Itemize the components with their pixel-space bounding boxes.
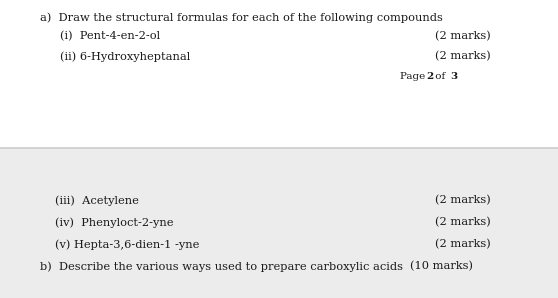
Text: (2 marks): (2 marks): [435, 195, 490, 205]
Text: Page: Page: [400, 72, 429, 81]
Text: (iv)  Phenyloct-2-yne: (iv) Phenyloct-2-yne: [55, 217, 174, 228]
Bar: [0, 148, 558, 298]
Text: (2 marks): (2 marks): [435, 239, 490, 249]
Text: b)  Describe the various ways used to prepare carboxylic acids: b) Describe the various ways used to pre…: [40, 261, 403, 271]
Text: 2: 2: [426, 72, 433, 81]
Text: (10 marks): (10 marks): [410, 261, 473, 271]
Text: (ii) 6-Hydroxyheptanal: (ii) 6-Hydroxyheptanal: [60, 51, 190, 62]
Text: (2 marks): (2 marks): [435, 31, 490, 41]
Text: of: of: [432, 72, 449, 81]
Text: 3: 3: [450, 72, 457, 81]
Bar: [0, 0, 558, 148]
Text: (iii)  Acetylene: (iii) Acetylene: [55, 195, 139, 206]
Text: (2 marks): (2 marks): [435, 217, 490, 227]
Text: (i)  Pent-4-en-2-ol: (i) Pent-4-en-2-ol: [60, 31, 160, 41]
Text: (2 marks): (2 marks): [435, 51, 490, 61]
Text: a)  Draw the structural formulas for each of the following compounds: a) Draw the structural formulas for each…: [40, 12, 443, 23]
Text: (v) Hepta-3,6-dien-1 -yne: (v) Hepta-3,6-dien-1 -yne: [55, 239, 199, 249]
